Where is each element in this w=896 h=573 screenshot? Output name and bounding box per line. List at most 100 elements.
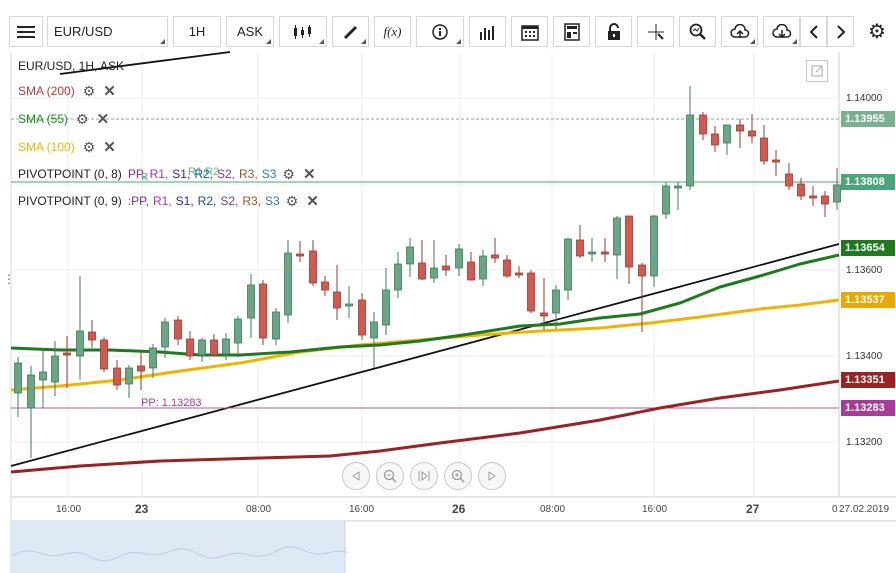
lock-button[interactable] — [595, 16, 632, 47]
dropdown-corner-icon — [792, 39, 797, 44]
indicator-settings-gear-icon[interactable]: ⚙ — [82, 138, 96, 155]
calculator-icon — [563, 22, 580, 41]
cloud-download-icon — [771, 23, 791, 38]
chevron-left-icon — [809, 24, 818, 39]
calculator-button[interactable] — [553, 16, 590, 47]
time-axis-label: 16:00 — [349, 504, 375, 515]
indicator-label[interactable]: SMA (55) — [18, 112, 69, 126]
pivot-level-r3: R3, — [239, 167, 258, 181]
candle-bull — [552, 289, 560, 314]
price-axis-label: 1.13600 — [846, 265, 883, 276]
settings-button[interactable]: ⚙ — [860, 16, 894, 47]
pivot-overlay-text: R1,R2 — [188, 166, 220, 178]
zoom-button[interactable] — [679, 16, 716, 47]
forward-button[interactable] — [478, 462, 506, 490]
candle-bull — [479, 255, 487, 280]
upload-button[interactable] — [721, 16, 758, 47]
pivot-level-r1: R1, — [149, 167, 169, 181]
zoom-out-button[interactable] — [376, 462, 404, 490]
pivot-settings-gear-icon[interactable]: ⚙ — [285, 192, 299, 209]
candle-bear — [760, 137, 768, 162]
draw-pen-icon — [343, 25, 357, 39]
dropdown-corner-icon — [266, 39, 271, 44]
crosshair-icon — [647, 23, 664, 40]
legend-indicator-row: SMA (100) ⚙ ✕ — [18, 137, 116, 157]
candle-bull — [345, 303, 353, 307]
remove-pivot-close-icon[interactable]: ✕ — [302, 166, 316, 183]
candle-bear — [333, 291, 341, 309]
indicator-settings-gear-icon[interactable]: ⚙ — [76, 110, 89, 127]
rewind-button[interactable] — [342, 462, 370, 490]
candle-bull — [674, 185, 682, 189]
dropdown-corner-icon — [456, 39, 461, 44]
scroll-right-button[interactable] — [827, 16, 854, 47]
volume-button[interactable] — [469, 16, 506, 47]
price-axis-label: 1.13400 — [846, 351, 883, 362]
time-axis-label: 16:00 — [642, 504, 668, 515]
candle-bull — [455, 248, 463, 269]
remove-pivot-close-icon[interactable]: ✕ — [306, 193, 319, 210]
candle-bear — [321, 281, 329, 291]
gear-icon: ⚙ — [868, 20, 886, 43]
candle-bear — [625, 215, 633, 268]
resize-grip-icon[interactable]: ⋮ — [3, 272, 15, 286]
candle-bull — [430, 267, 438, 279]
price-type-select[interactable]: ASK — [226, 16, 274, 47]
candle-bull — [76, 330, 84, 357]
candle-bull — [370, 321, 378, 339]
pivot-label[interactable]: PIVOTPOINT (0, 9) — [18, 194, 122, 208]
candle-bear — [358, 299, 366, 336]
price-tag: 1.13808 — [841, 174, 895, 190]
candle-bull — [833, 184, 841, 203]
draw-button[interactable] — [332, 16, 369, 47]
indicator-label[interactable]: SMA (100) — [18, 140, 75, 154]
reset-button[interactable] — [410, 462, 438, 490]
price-tag: 1.13654 — [841, 240, 895, 256]
candle-bear — [736, 124, 744, 132]
candle-bull — [650, 215, 658, 277]
pivot-level-r2: R2, — [194, 167, 213, 181]
candle-bull — [149, 347, 157, 369]
candle-bear — [467, 261, 475, 281]
expand-button[interactable] — [806, 60, 828, 82]
zoom-in-button[interactable] — [444, 462, 472, 490]
crosshair-button[interactable] — [637, 16, 674, 47]
info-button[interactable] — [416, 16, 464, 47]
expand-icon — [811, 65, 823, 77]
dropdown-corner-icon — [160, 39, 165, 44]
indicators-button[interactable]: f(x) — [374, 16, 411, 47]
price-tag: 1.13283 — [841, 400, 895, 416]
candle-bull — [613, 217, 621, 256]
candle-bear — [100, 339, 108, 370]
pivot-settings-gear-icon[interactable]: ⚙ — [282, 165, 295, 182]
calendar-button[interactable] — [511, 16, 548, 47]
candle-bear — [576, 239, 584, 257]
pivot-level-r3: R3, — [242, 194, 262, 208]
remove-indicator-close-icon[interactable]: ✕ — [103, 139, 116, 156]
remove-indicator-close-icon[interactable]: ✕ — [103, 83, 116, 100]
download-button[interactable] — [763, 16, 800, 47]
symbol-select[interactable]: EUR/USD — [47, 16, 168, 47]
remove-indicator-close-icon[interactable]: ✕ — [96, 111, 110, 128]
timeframe-select[interactable]: 1H — [173, 16, 221, 47]
zoom-out-icon — [383, 469, 397, 483]
candle-bear — [601, 251, 609, 255]
candle-bull — [284, 252, 292, 316]
chart-navigation — [342, 462, 506, 490]
indicator-label[interactable]: SMA (200) — [18, 84, 75, 98]
legend-pivot-row: PIVOTPOINT (0, 8) R1,R2 PP, R1, S1, R2, S2, R3,… — [18, 164, 316, 184]
forward-icon — [488, 471, 496, 481]
scroll-left-button[interactable] — [800, 16, 827, 47]
candle-bear — [540, 312, 548, 317]
candle-bear — [748, 130, 756, 137]
candle-bull — [723, 124, 731, 144]
time-axis-label: 23 — [135, 502, 149, 516]
pivot-level-r1: R1, — [152, 194, 172, 208]
menu-button[interactable] — [9, 16, 43, 47]
indicator-settings-gear-icon[interactable]: ⚙ — [82, 82, 96, 99]
chart-type-button[interactable] — [279, 16, 327, 47]
pivot-prefix: : — [127, 194, 132, 208]
pivot-label[interactable]: PIVOTPOINT (0, 8) — [18, 167, 122, 181]
candle-bear — [259, 283, 267, 339]
